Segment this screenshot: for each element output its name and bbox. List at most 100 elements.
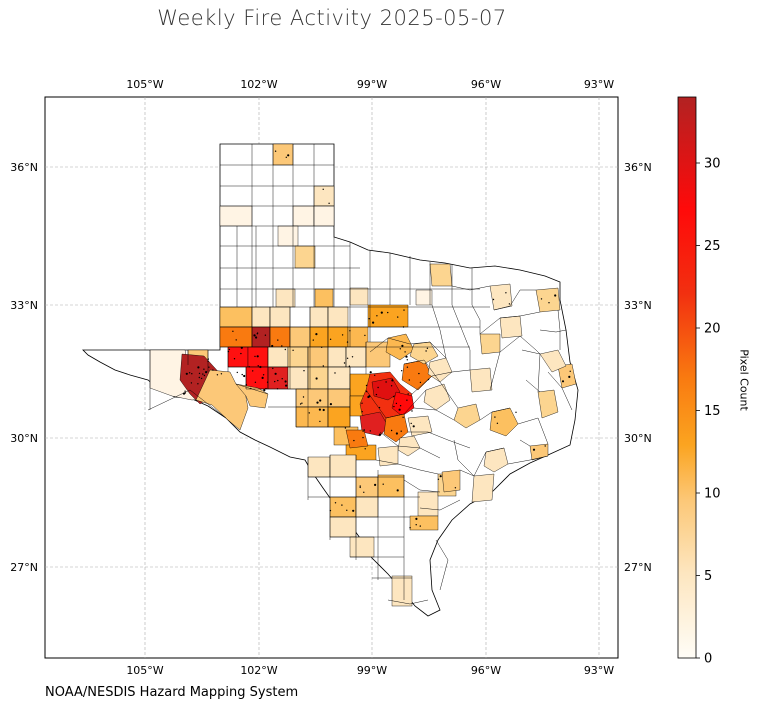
fire-point	[329, 509, 332, 512]
fire-point	[396, 489, 399, 492]
fire-point	[415, 524, 417, 526]
fire-point	[419, 525, 421, 527]
fire-point	[362, 436, 364, 439]
county	[313, 185, 335, 207]
fire-point	[274, 150, 277, 152]
fire-point	[334, 502, 337, 504]
fire-point	[256, 333, 258, 335]
county	[347, 326, 369, 348]
fire-point	[250, 387, 252, 390]
fire-point	[321, 346, 323, 348]
fire-point	[343, 362, 346, 364]
fire-point	[454, 487, 457, 489]
fire-point	[276, 388, 279, 390]
fire-point	[351, 356, 354, 358]
county	[327, 306, 349, 328]
fire-point	[387, 311, 389, 314]
county	[355, 476, 379, 498]
county	[287, 346, 309, 368]
county	[407, 415, 433, 437]
fire-point	[322, 365, 324, 367]
fire-point	[235, 339, 237, 341]
county	[309, 306, 329, 328]
lon-tick-top: 105°W	[126, 78, 163, 91]
fire-point	[319, 399, 322, 402]
county	[415, 289, 433, 306]
county	[329, 496, 357, 518]
fire-point	[316, 401, 319, 404]
fire-point	[315, 333, 318, 336]
fire-point	[292, 349, 294, 351]
fire-point	[397, 316, 399, 318]
fire-point	[241, 373, 243, 376]
fire-point	[418, 372, 420, 375]
county	[235, 383, 269, 409]
fire-point	[554, 294, 557, 297]
county	[292, 205, 315, 227]
county	[269, 306, 291, 328]
fire-point	[415, 517, 418, 521]
fire-point	[372, 321, 375, 324]
fire-point	[198, 376, 200, 379]
fire-point	[227, 350, 230, 353]
fire-point	[232, 330, 234, 332]
fire-point	[184, 392, 186, 394]
fire-point	[382, 483, 384, 485]
county	[453, 403, 481, 429]
county	[314, 288, 334, 308]
fire-point	[361, 411, 363, 413]
fire-point	[257, 365, 259, 367]
fire-point	[401, 370, 403, 372]
fire-point	[303, 370, 305, 372]
lon-tick-top: 93°W	[584, 78, 614, 91]
fire-point	[205, 371, 208, 374]
county	[441, 469, 461, 493]
colorbar-tick-label: 5	[704, 569, 712, 584]
county	[219, 306, 253, 328]
county	[245, 366, 269, 390]
colorbar-tick-label: 0	[704, 652, 712, 667]
fire-point	[274, 380, 276, 383]
county	[469, 367, 493, 393]
map-title: Weekly Fire Activity 2025-05-07	[157, 6, 507, 30]
fire-point	[408, 379, 410, 381]
county-boundaries	[147, 144, 573, 605]
fire-point	[406, 399, 408, 401]
fire-point	[281, 378, 283, 380]
fire-point	[378, 406, 381, 409]
fire-point	[515, 411, 517, 413]
fire-point	[318, 408, 321, 411]
fire-point	[375, 393, 378, 396]
lat-ticks-right: 36°N 33°N 30°N 27°N	[624, 161, 652, 574]
fire-point	[265, 387, 267, 390]
fire-point	[256, 355, 259, 358]
fire-point	[254, 381, 257, 383]
lat-tick-right: 30°N	[624, 432, 652, 445]
county	[535, 287, 561, 313]
fire-point	[364, 334, 366, 337]
county-fills	[149, 143, 577, 607]
fire-point	[208, 366, 210, 368]
fire-point	[233, 358, 236, 360]
fire-point	[277, 379, 279, 382]
fire-point	[390, 385, 393, 387]
fire-point	[322, 408, 325, 412]
fire-point	[368, 318, 370, 320]
county	[349, 287, 369, 306]
fire-point	[334, 372, 336, 374]
lon-tick-top: 99°W	[357, 78, 387, 91]
fire-point	[266, 381, 269, 383]
fire-point	[427, 378, 430, 381]
fire-point	[391, 379, 394, 382]
fire-point	[353, 439, 355, 442]
fire-point	[361, 402, 363, 404]
fire-point	[302, 396, 305, 398]
fire-point	[352, 509, 355, 512]
fire-point	[197, 366, 200, 369]
fire-point	[348, 365, 351, 367]
fire-point	[492, 298, 495, 301]
county	[327, 346, 347, 368]
fire-point	[508, 303, 511, 305]
fire-point	[402, 416, 404, 418]
